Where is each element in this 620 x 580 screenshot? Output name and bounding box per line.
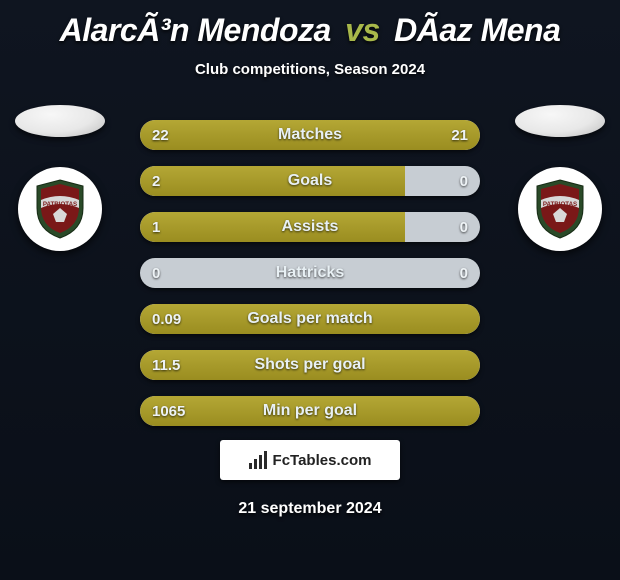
stat-label: Matches (140, 120, 480, 150)
stat-value-right: 0 (460, 166, 468, 196)
stat-value-right: 21 (451, 120, 468, 150)
stat-row: Goals per match0.09 (140, 304, 480, 334)
stat-value-right: 0 (460, 212, 468, 242)
stat-value-right: 0 (460, 258, 468, 288)
stat-row: Assists1 0 (140, 212, 480, 242)
player1-team-badge: PATRIOTAS (18, 167, 102, 251)
comparison-title: AlarcÃ³n Mendoza vs DÃ­az Mena (0, 0, 620, 49)
stat-label: Hattricks (140, 258, 480, 288)
player2-silhouette-icon (515, 105, 605, 137)
stat-value-left: 11.5 (152, 350, 180, 380)
stat-value-left: 0 (152, 258, 160, 288)
branding-bars-icon (249, 451, 267, 469)
stat-value-left: 22 (152, 120, 169, 150)
svg-text:PATRIOTAS: PATRIOTAS (43, 201, 77, 208)
stat-value-left: 1065 (152, 396, 185, 426)
stat-label: Goals per match (140, 304, 480, 334)
stats-container: Matches2221Goals20Assists10Hattricks00Go… (140, 120, 480, 442)
stat-value-left: 2 (152, 166, 160, 196)
team-shield-icon: PATRIOTAS (33, 178, 87, 240)
subtitle: Club competitions, Season 2024 (0, 61, 620, 78)
player1-silhouette-icon (15, 105, 105, 137)
svg-text:PATRIOTAS: PATRIOTAS (543, 201, 577, 208)
stat-label: Assists (140, 212, 480, 242)
stat-label: Shots per goal (140, 350, 480, 380)
player2-name: DÃ­az Mena (394, 12, 560, 48)
stat-label: Goals (140, 166, 480, 196)
date-label: 21 september 2024 (0, 500, 620, 518)
team-shield-icon: PATRIOTAS (533, 178, 587, 240)
stat-value-left: 1 (152, 212, 160, 242)
stat-row: Hattricks0 0 (140, 258, 480, 288)
stat-label: Min per goal (140, 396, 480, 426)
stat-row: Goals2 0 (140, 166, 480, 196)
player2-column: PATRIOTAS (500, 105, 620, 251)
branding-text: FcTables.com (273, 452, 372, 469)
player1-name: AlarcÃ³n Mendoza (60, 12, 331, 48)
stat-value-left: 0.09 (152, 304, 181, 334)
vs-label: vs (345, 12, 380, 48)
player1-column: PATRIOTAS (0, 105, 120, 251)
stat-row: Matches22 21 (140, 120, 480, 150)
player2-team-badge: PATRIOTAS (518, 167, 602, 251)
stat-row: Min per goal1065 (140, 396, 480, 426)
branding-box: FcTables.com (220, 440, 400, 480)
stat-row: Shots per goal11.5 (140, 350, 480, 380)
